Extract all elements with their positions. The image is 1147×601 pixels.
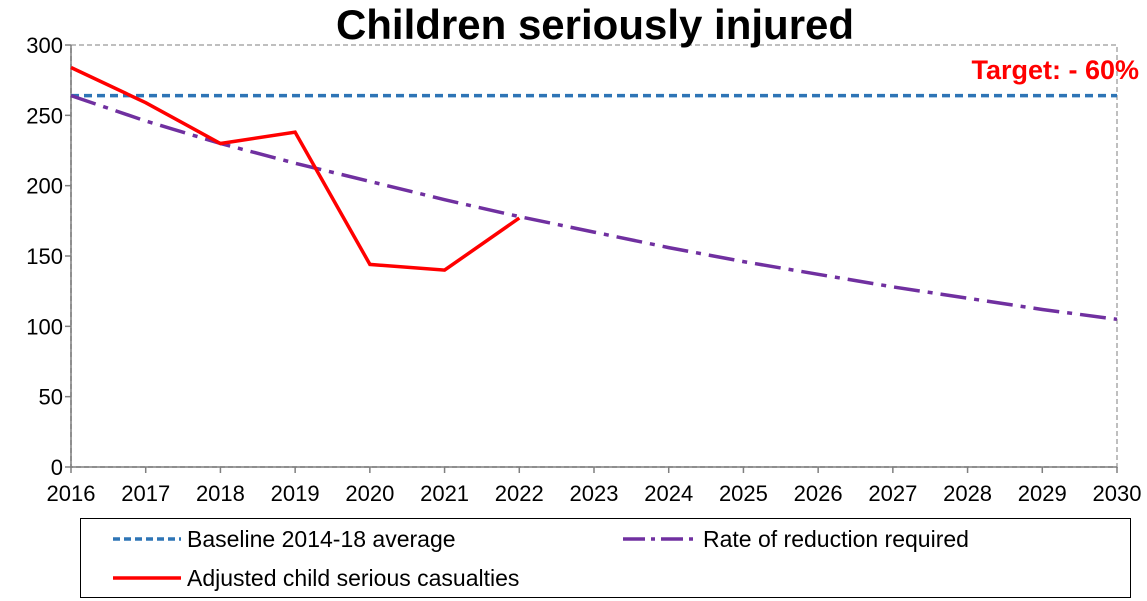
series-layer — [70, 65, 1118, 322]
series-casualties-line — [70, 65, 521, 272]
legend-label-reduction: Rate of reduction required — [703, 526, 969, 552]
x-tick-label: 2027 — [868, 481, 917, 506]
legend-swatch-casualties — [113, 576, 181, 580]
legend: Baseline 2014-18 average Rate of reducti… — [80, 518, 1131, 598]
series-reduction-line — [70, 93, 1118, 322]
y-tick-label: 50 — [39, 385, 63, 410]
y-tick-label: 250 — [26, 103, 63, 128]
y-tick-label: 300 — [26, 33, 63, 58]
x-tick-label: 2024 — [644, 481, 693, 506]
x-tick-label: 2028 — [943, 481, 992, 506]
x-axis: 2016 2017 2018 2019 2020 2021 2022 2023 2024 2025… — [47, 466, 1142, 506]
x-tick-label: 2023 — [570, 481, 619, 506]
x-tick-label: 2021 — [420, 481, 469, 506]
x-tick-label: 2030 — [1093, 481, 1142, 506]
legend-swatch-baseline — [113, 537, 181, 541]
x-tick-label: 2020 — [345, 481, 394, 506]
y-tick-label: 200 — [26, 174, 63, 199]
x-tick-label: 2029 — [1018, 481, 1067, 506]
legend-item-casualties: Adjusted child serious casualties — [111, 565, 519, 591]
plot-area-border — [70, 44, 1118, 468]
x-tick-label: 2016 — [47, 481, 96, 506]
legend-label-casualties: Adjusted child serious casualties — [187, 565, 520, 591]
y-tick-label: 0 — [51, 455, 63, 480]
legend-swatch-reduction — [623, 537, 697, 541]
x-tick-label: 2026 — [794, 481, 843, 506]
x-tick-label: 2017 — [121, 481, 170, 506]
target-annotation: Target: - 60% — [971, 55, 1139, 85]
y-tick-label: 100 — [26, 314, 63, 339]
x-tick-label: 2018 — [196, 481, 245, 506]
x-tick-label: 2019 — [271, 481, 320, 506]
chart-title: Children seriously injured — [335, 1, 855, 48]
y-tick-label: 150 — [26, 244, 63, 269]
x-tick-label: 2022 — [495, 481, 544, 506]
legend-item-reduction: Rate of reduction required — [621, 526, 969, 552]
legend-label-baseline: Baseline 2014-18 average — [187, 526, 456, 552]
y-axis: 0 50 100 150 200 250 300 — [26, 33, 72, 480]
legend-item-baseline: Baseline 2014-18 average — [111, 526, 456, 552]
x-tick-label: 2025 — [719, 481, 768, 506]
